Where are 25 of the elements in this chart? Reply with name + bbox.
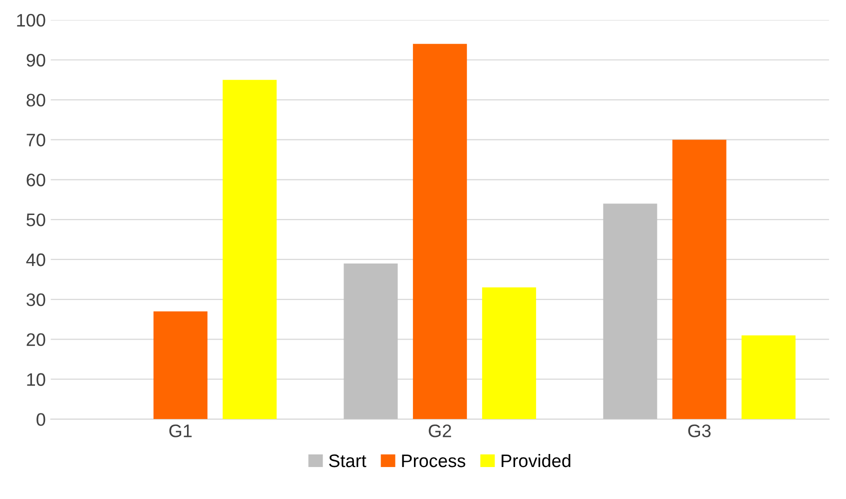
y-tick-label: 100 [17,14,46,27]
bar [344,263,398,420]
y-tick-label: 50 [26,213,46,226]
y-tick-label: 30 [26,293,46,306]
x-tick-label: G2 [428,424,452,438]
bar [412,44,467,420]
y-tick-label: 40 [26,253,46,266]
legend-label: Start [329,454,366,468]
x-tick-label: G3 [688,424,711,438]
bar [222,80,277,420]
legend-label: Process [402,454,466,468]
bar [603,204,658,420]
y-tick-label: 60 [26,174,46,186]
legend-label: Provided [502,454,570,468]
y-tick-label: 20 [26,333,46,346]
bar [742,335,796,420]
bar [482,287,536,420]
bar [154,311,208,420]
y-tick-label: 70 [26,134,46,146]
y-tick-label: 10 [27,373,46,386]
bar [672,140,726,420]
x-tick-label: G1 [169,424,192,438]
y-tick-label: 80 [26,94,46,107]
y-tick-label: 90 [26,54,46,67]
y-tick-label: 0 [36,413,46,426]
